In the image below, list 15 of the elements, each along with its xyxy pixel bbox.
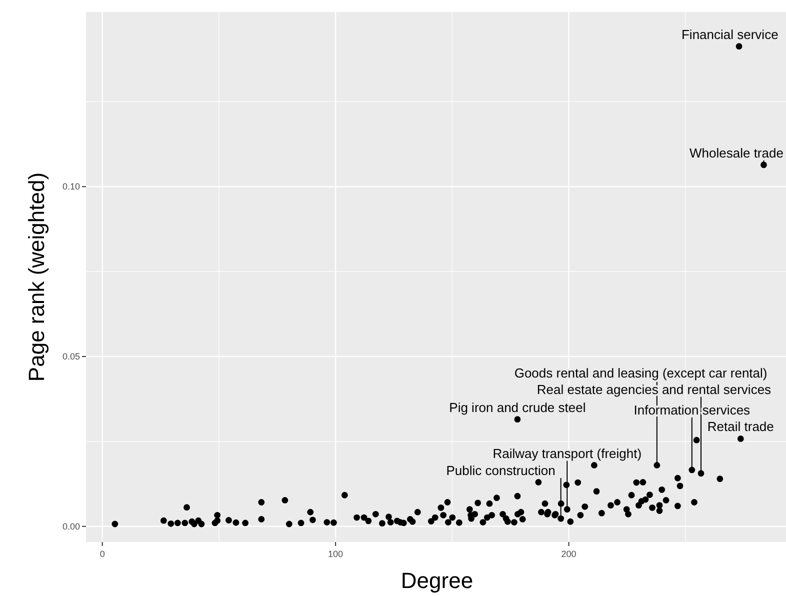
y-axis-title: Page rank (weighted)	[24, 172, 49, 382]
y-tick-label: 0.05	[62, 352, 80, 362]
annotation: Goods rental and leasing (except car rental)	[514, 366, 768, 381]
annotation: Retail trade	[707, 419, 774, 434]
annotation: Public construction	[446, 463, 556, 478]
annotation: Wholesale trade	[690, 145, 784, 160]
x-tick-label: 200	[561, 549, 576, 559]
x-tick-label: 100	[328, 549, 344, 559]
annotation: Pig iron and crude steel	[449, 400, 586, 415]
annotation: Financial service	[681, 26, 778, 42]
y-tick-label: 0.10	[62, 182, 80, 192]
y-tick-label: 0.00	[62, 521, 80, 532]
x-tick-label: 0	[100, 549, 105, 559]
x-axis-title: Degree	[400, 568, 474, 593]
annotation: Railway transport (freight)	[492, 446, 642, 461]
